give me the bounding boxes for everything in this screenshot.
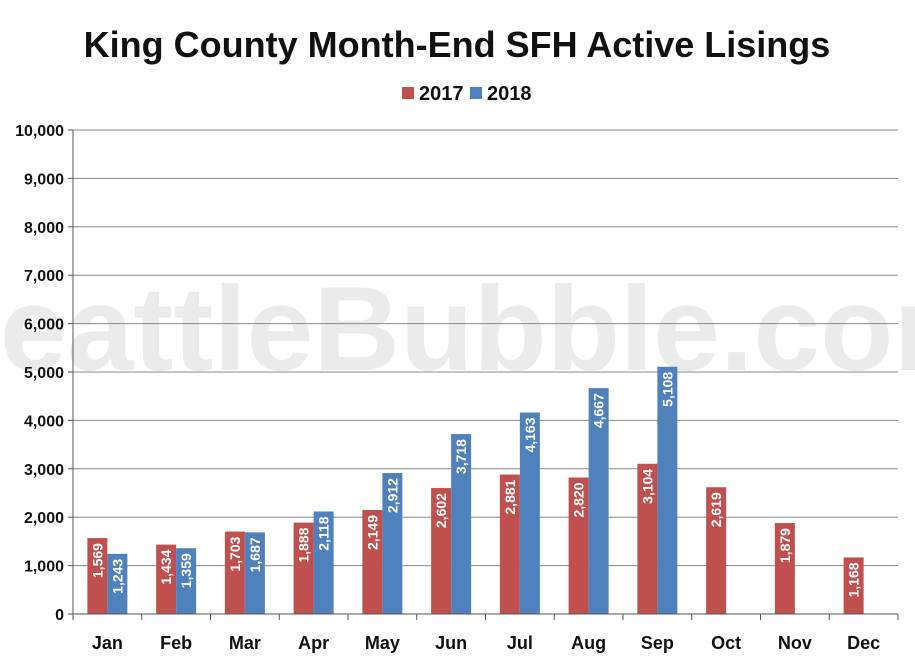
legend-swatch-2018 <box>470 87 482 99</box>
y-tick-label: 5,000 <box>24 365 64 382</box>
y-tick-label: 7,000 <box>24 268 64 285</box>
bar-2017-Mar <box>224 531 245 614</box>
data-label: 1,569 <box>89 543 105 578</box>
y-tick-label: 4,000 <box>24 413 64 430</box>
legend: 2017 2018 <box>402 83 532 105</box>
y-tick-label: 10,000 <box>15 123 64 140</box>
data-label: 3,718 <box>453 439 469 474</box>
x-tick-label: Nov <box>778 633 812 653</box>
data-label: 2,820 <box>571 482 587 517</box>
bar-2017-Dec <box>843 557 864 614</box>
bar-2017-May <box>362 509 383 614</box>
gridlines <box>73 129 898 567</box>
chart-title: King County Month-End SFH Active Lisings <box>84 24 831 65</box>
y-tick-label: 1,000 <box>24 559 64 576</box>
bar-2018-Apr <box>313 511 334 614</box>
x-tick-label: May <box>365 633 400 653</box>
bar-2018-May <box>382 473 403 614</box>
bar-2017-Oct <box>706 487 727 614</box>
bar-2017-Sep <box>637 463 658 614</box>
bar-2018-Jul <box>519 412 540 614</box>
data-label: 5,108 <box>659 372 675 407</box>
data-label: 2,118 <box>316 516 332 550</box>
bar-2018-Feb <box>176 548 197 614</box>
data-label: 1,168 <box>846 562 862 597</box>
x-tick-label: Jan <box>92 633 123 653</box>
data-label: 1,359 <box>178 553 194 588</box>
x-tick-label: Feb <box>160 633 192 653</box>
legend-label-2018: 2018 <box>487 83 532 105</box>
y-tick-label: 8,000 <box>24 220 64 237</box>
bar-2018-Jan <box>107 553 128 614</box>
data-label: 2,149 <box>364 515 380 550</box>
data-label: 2,912 <box>384 478 400 513</box>
watermark-text: SeattleBubble.com <box>0 262 915 396</box>
legend-label-2017: 2017 <box>419 83 464 105</box>
data-label: 1,434 <box>158 549 174 584</box>
legend-swatch-2017 <box>402 87 414 99</box>
y-axis: 0 1,000 2,000 3,000 4,000 5,000 6,000 7,000 8,00… <box>15 123 74 624</box>
bar-2018-Jun <box>451 434 472 614</box>
y-tick-label: 2,000 <box>24 510 64 527</box>
data-label: 2,881 <box>502 479 518 514</box>
data-label: 2,619 <box>708 492 724 527</box>
x-tick-label: Sep <box>641 633 674 653</box>
x-tick-label: Apr <box>298 633 329 653</box>
data-label: 1,687 <box>247 537 263 572</box>
data-label: 4,667 <box>591 393 607 428</box>
y-tick-label: 6,000 <box>24 317 64 334</box>
bar-2017-Apr <box>293 522 314 614</box>
data-label: 3,104 <box>639 469 655 504</box>
x-tick-label: Jun <box>435 633 467 653</box>
data-label: 4,163 <box>522 417 538 452</box>
bars: 1,569 1,434 1,703 1,888 2,149 2,602 2,881 2,820… <box>87 366 864 614</box>
bar-2017-Aug <box>568 477 589 614</box>
data-label: 1,888 <box>296 527 312 562</box>
x-tick-label: Jul <box>507 633 533 653</box>
bar-2017-Nov <box>774 523 795 614</box>
y-tick-label: 3,000 <box>24 462 64 479</box>
y-tick-label: 0 <box>55 607 64 624</box>
y-tick-label: 9,000 <box>24 171 64 188</box>
bar-2017-Jun <box>431 488 452 614</box>
data-label: 1,243 <box>109 559 125 594</box>
x-tick-label: Oct <box>711 633 741 653</box>
x-tick-label: Aug <box>571 633 606 653</box>
bar-2017-Jul <box>499 474 520 614</box>
x-tick-label: Dec <box>847 633 880 653</box>
data-label: 1,703 <box>227 536 243 571</box>
bar-2017-Jan <box>87 538 108 614</box>
data-label: 1,879 <box>777 528 793 563</box>
x-tick-label: Mar <box>229 633 261 653</box>
x-axis: Jan Feb Mar Apr May Jun Jul Aug Sep Oct Nov Dec <box>72 613 899 653</box>
bar-2018-Sep <box>657 366 678 614</box>
bar-2018-Mar <box>244 532 265 614</box>
data-label: 2,602 <box>433 493 449 528</box>
bar-2017-Feb <box>156 544 177 614</box>
bar-2018-Aug <box>588 388 609 614</box>
